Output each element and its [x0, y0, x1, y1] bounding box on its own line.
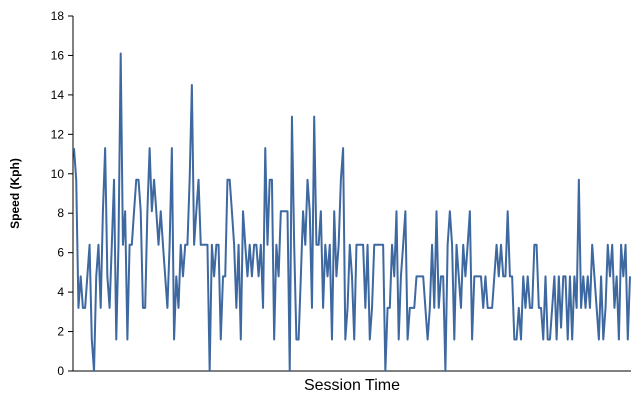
y-tick-label: 0: [57, 364, 64, 378]
y-tick-label: 2: [57, 325, 64, 339]
y-tick-label: 18: [51, 9, 65, 23]
x-axis-title: Session Time: [304, 377, 400, 394]
y-tick-label: 16: [51, 48, 65, 62]
series-line-speed: [73, 52, 631, 372]
y-tick-label: 14: [51, 88, 65, 102]
y-tick-label: 6: [57, 246, 64, 260]
y-tick-label: 10: [51, 167, 65, 181]
y-tick-label: 12: [51, 127, 65, 141]
y-tick-label: 8: [57, 206, 64, 220]
y-axis-title: Speed (Kph): [8, 158, 22, 229]
y-axis-ticks: 0 2 4 6 8 10 12 14 16 18: [51, 9, 73, 378]
y-tick-label: 4: [57, 285, 64, 299]
